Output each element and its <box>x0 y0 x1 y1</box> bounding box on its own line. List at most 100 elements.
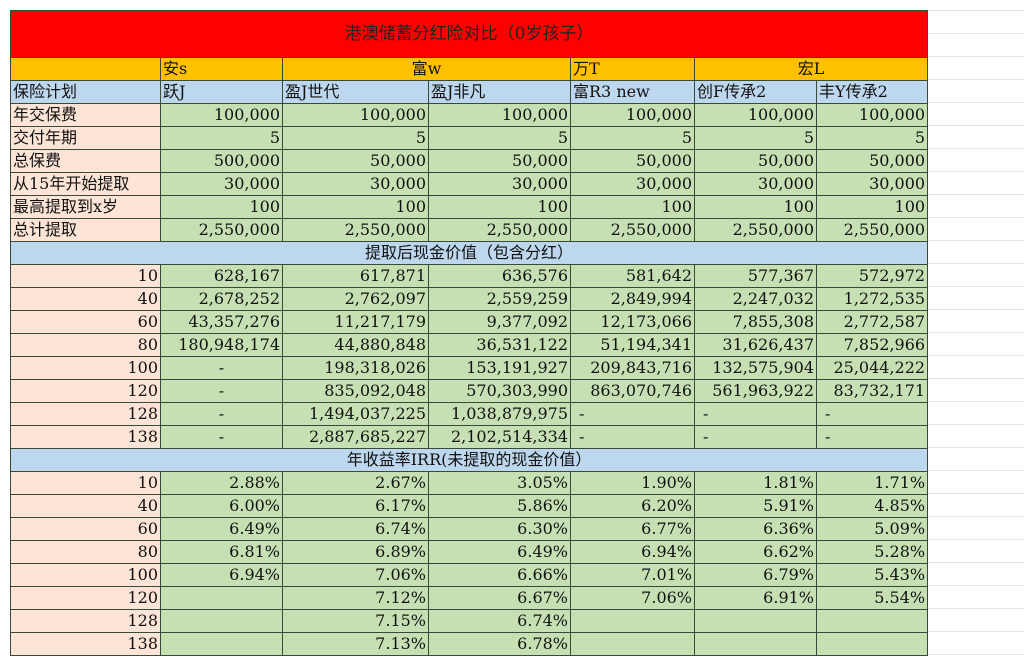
value-cell[interactable]: 5 <box>428 126 571 150</box>
value-cell[interactable]: 2,550,000 <box>282 218 429 242</box>
value-cell[interactable]: 2,102,514,334 <box>428 425 571 449</box>
value-cell[interactable]: - <box>815 425 929 449</box>
value-cell[interactable]: 6.20% <box>570 494 695 518</box>
value-cell[interactable]: 6.74% <box>282 517 429 541</box>
value-cell[interactable]: 7,855,308 <box>694 310 817 334</box>
value-cell[interactable]: 2,849,994 <box>570 287 695 311</box>
value-cell[interactable]: - <box>570 425 695 449</box>
value-cell[interactable]: 1.81% <box>694 471 817 495</box>
plan-name[interactable]: 丰Y传承2 <box>815 80 929 104</box>
age-label[interactable]: 100 <box>10 356 161 380</box>
value-cell[interactable]: 2,247,032 <box>694 287 817 311</box>
company-name[interactable]: 安s <box>160 57 283 81</box>
value-cell[interactable]: 5.09% <box>815 517 929 541</box>
row-label[interactable]: 交付年期 <box>10 126 161 150</box>
value-cell[interactable]: 5.91% <box>694 494 817 518</box>
age-label[interactable]: 40 <box>10 494 161 518</box>
value-cell[interactable]: 1.71% <box>815 471 929 495</box>
value-cell[interactable]: 7.01% <box>570 563 695 587</box>
value-cell[interactable]: 100 <box>160 195 283 219</box>
value-cell[interactable]: 25,044,222 <box>815 356 929 380</box>
value-cell[interactable]: 7.06% <box>570 586 695 610</box>
value-cell[interactable]: - <box>570 402 695 426</box>
company-name[interactable]: 万T <box>570 57 695 81</box>
row-label[interactable]: 最高提取到x岁 <box>10 195 161 219</box>
value-cell[interactable] <box>570 632 695 656</box>
value-cell[interactable]: 6.66% <box>428 563 571 587</box>
value-cell[interactable]: 6.91% <box>694 586 817 610</box>
value-cell[interactable]: 43,357,276 <box>160 310 283 334</box>
value-cell[interactable]: 50,000 <box>694 149 817 173</box>
company-header-blank[interactable] <box>10 57 161 81</box>
value-cell[interactable]: 500,000 <box>160 149 283 173</box>
value-cell[interactable]: 30,000 <box>428 172 571 196</box>
value-cell[interactable]: 44,880,848 <box>282 333 429 357</box>
value-cell[interactable]: 132,575,904 <box>694 356 817 380</box>
row-label[interactable]: 从15年开始提取 <box>10 172 161 196</box>
value-cell[interactable]: 30,000 <box>815 172 929 196</box>
age-label[interactable]: 138 <box>10 632 161 656</box>
age-label[interactable]: 10 <box>10 471 161 495</box>
value-cell[interactable]: - <box>694 425 817 449</box>
value-cell[interactable]: 7.13% <box>282 632 429 656</box>
plan-name[interactable]: 富R3 new <box>570 80 695 104</box>
value-cell[interactable]: 4.85% <box>815 494 929 518</box>
value-cell[interactable]: 5.28% <box>815 540 929 564</box>
value-cell[interactable]: - <box>160 379 283 403</box>
value-cell[interactable]: 100,000 <box>570 103 695 127</box>
value-cell[interactable] <box>570 609 695 633</box>
age-label[interactable]: 40 <box>10 287 161 311</box>
value-cell[interactable]: 6.89% <box>282 540 429 564</box>
value-cell[interactable]: 6.49% <box>160 517 283 541</box>
age-label[interactable]: 128 <box>10 609 161 633</box>
section-title[interactable]: 提取后现金价值（包含分红） <box>9 241 929 265</box>
value-cell[interactable]: 6.78% <box>428 632 571 656</box>
value-cell[interactable]: 50,000 <box>570 149 695 173</box>
value-cell[interactable] <box>694 609 817 633</box>
value-cell[interactable] <box>694 632 817 656</box>
value-cell[interactable]: - <box>694 402 817 426</box>
value-cell[interactable]: 36,531,122 <box>428 333 571 357</box>
value-cell[interactable]: 30,000 <box>570 172 695 196</box>
value-cell[interactable]: 6.74% <box>428 609 571 633</box>
value-cell[interactable]: 30,000 <box>694 172 817 196</box>
value-cell[interactable]: 3.05% <box>428 471 571 495</box>
value-cell[interactable]: 1,038,879,975 <box>428 402 571 426</box>
age-label[interactable]: 128 <box>10 402 161 426</box>
age-label[interactable]: 138 <box>10 425 161 449</box>
company-name[interactable]: 宏L <box>693 57 929 81</box>
value-cell[interactable]: 12,173,066 <box>570 310 695 334</box>
plan-name[interactable]: 盈J世代 <box>282 80 429 104</box>
plan-header-label[interactable]: 保险计划 <box>10 80 161 104</box>
value-cell[interactable]: 100 <box>282 195 429 219</box>
plan-name[interactable]: 创F传承2 <box>694 80 817 104</box>
value-cell[interactable]: 2,772,587 <box>815 310 929 334</box>
value-cell[interactable]: 100,000 <box>694 103 817 127</box>
value-cell[interactable]: 5.86% <box>428 494 571 518</box>
value-cell[interactable] <box>160 632 283 656</box>
value-cell[interactable]: 6.17% <box>282 494 429 518</box>
value-cell[interactable]: 6.49% <box>428 540 571 564</box>
value-cell[interactable]: 5 <box>160 126 283 150</box>
value-cell[interactable]: 2,550,000 <box>815 218 929 242</box>
value-cell[interactable]: 636,576 <box>428 264 571 288</box>
value-cell[interactable]: 628,167 <box>160 264 283 288</box>
age-label[interactable]: 80 <box>10 540 161 564</box>
value-cell[interactable]: - <box>160 356 283 380</box>
value-cell[interactable]: 7.12% <box>282 586 429 610</box>
value-cell[interactable]: - <box>160 402 283 426</box>
value-cell[interactable]: 6.36% <box>694 517 817 541</box>
value-cell[interactable]: 2,550,000 <box>694 218 817 242</box>
value-cell[interactable] <box>815 609 929 633</box>
value-cell[interactable]: 1.90% <box>570 471 695 495</box>
age-label[interactable]: 60 <box>10 310 161 334</box>
value-cell[interactable]: 9,377,092 <box>428 310 571 334</box>
value-cell[interactable]: 198,318,026 <box>282 356 429 380</box>
value-cell[interactable]: 5.54% <box>815 586 929 610</box>
value-cell[interactable]: 5 <box>815 126 929 150</box>
value-cell[interactable]: 30,000 <box>160 172 283 196</box>
age-label[interactable]: 10 <box>10 264 161 288</box>
plan-name[interactable]: 跃J <box>160 80 283 104</box>
value-cell[interactable]: 6.62% <box>694 540 817 564</box>
value-cell[interactable]: 2.88% <box>160 471 283 495</box>
